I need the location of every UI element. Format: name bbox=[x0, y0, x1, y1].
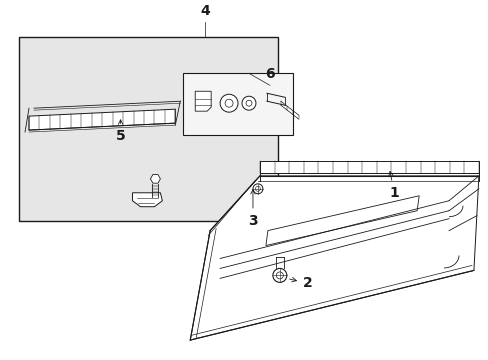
Polygon shape bbox=[190, 176, 478, 340]
Text: 5: 5 bbox=[116, 120, 125, 143]
Circle shape bbox=[242, 96, 255, 110]
Circle shape bbox=[252, 184, 263, 194]
Text: 6: 6 bbox=[264, 67, 274, 81]
Polygon shape bbox=[29, 109, 175, 130]
Polygon shape bbox=[265, 196, 418, 246]
Text: 3: 3 bbox=[247, 189, 257, 228]
FancyBboxPatch shape bbox=[19, 36, 277, 221]
Circle shape bbox=[272, 269, 286, 282]
Polygon shape bbox=[195, 91, 211, 111]
Text: 1: 1 bbox=[388, 171, 398, 200]
Circle shape bbox=[220, 94, 238, 112]
FancyBboxPatch shape bbox=[183, 73, 292, 135]
Text: 4: 4 bbox=[200, 4, 210, 18]
Polygon shape bbox=[132, 193, 162, 207]
Polygon shape bbox=[260, 161, 478, 173]
Text: 2: 2 bbox=[289, 276, 312, 291]
Polygon shape bbox=[150, 175, 160, 183]
